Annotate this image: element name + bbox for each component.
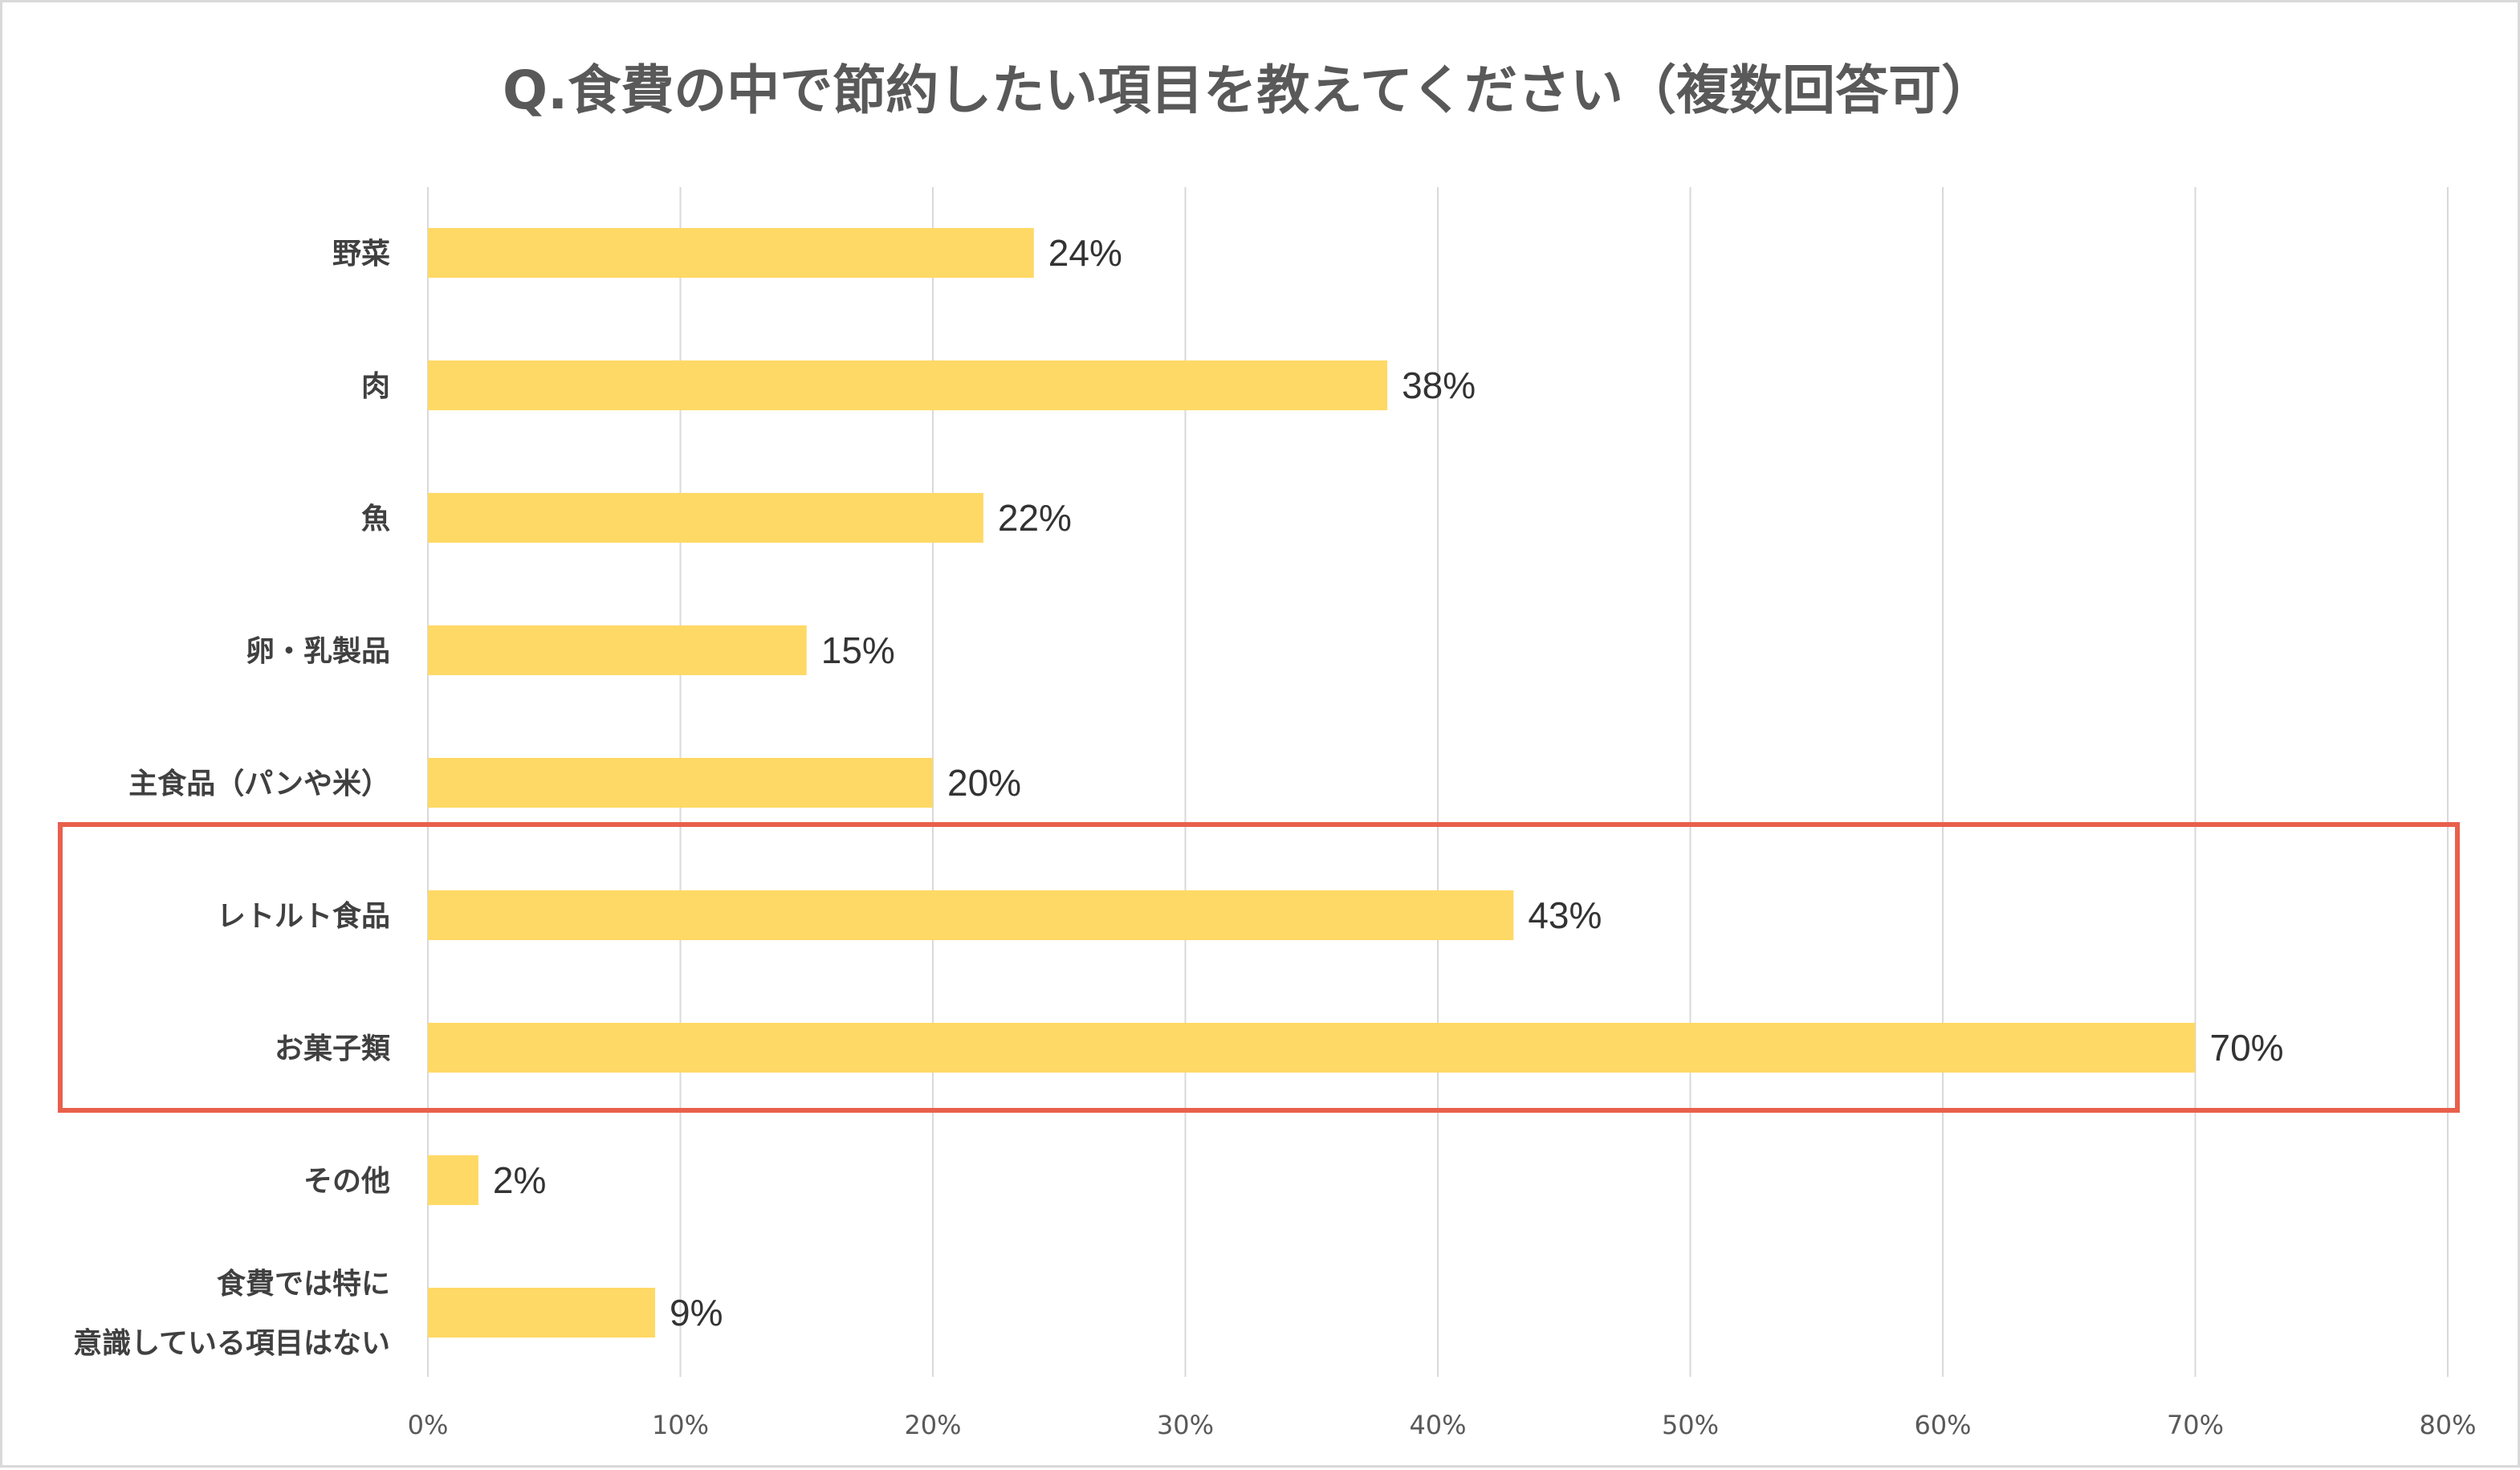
chart-title: Q.食費の中で節約したい項目を教えてください（複数回答可） [503, 59, 1994, 121]
x-tick-label: 0% [408, 1410, 449, 1440]
x-tick-label: 80% [2419, 1410, 2476, 1440]
category-label: お菓子類 [275, 1032, 391, 1065]
category-label: 主食品（パンや米） [128, 768, 390, 800]
bars [428, 228, 2196, 1338]
bar [428, 890, 1514, 940]
x-axis-tick-labels: 0% 10% 20% 30% 40% 50% 60% 70% 80% [408, 1410, 2477, 1440]
bar [428, 625, 807, 675]
bar [428, 1155, 478, 1205]
highlight-box [58, 822, 2460, 1113]
data-label: 15% [821, 629, 895, 671]
bar [428, 758, 933, 808]
data-label: 24% [1048, 232, 1122, 274]
category-label: レトルト食品 [217, 900, 390, 933]
x-tick-label: 10% [652, 1410, 709, 1440]
category-label: 卵・乳製品 [246, 635, 390, 668]
data-label: 20% [947, 762, 1021, 804]
x-tick-label: 40% [1409, 1410, 1466, 1440]
category-label: 意識している項目はない [73, 1327, 390, 1360]
x-tick-label: 30% [1157, 1410, 1214, 1440]
bar [428, 493, 983, 543]
category-label: 野菜 [332, 238, 390, 271]
data-label: 70% [2210, 1027, 2284, 1069]
category-label: 食費では特に [217, 1268, 390, 1301]
x-tick-label: 70% [2167, 1410, 2224, 1440]
bar [428, 228, 1034, 278]
data-label: 2% [493, 1159, 546, 1201]
highlight-annotation [58, 822, 2460, 1113]
data-label: 43% [1528, 894, 1602, 936]
bar [428, 1023, 2196, 1073]
x-tick-label: 20% [904, 1410, 961, 1440]
data-label: 38% [1402, 364, 1476, 406]
data-labels: 24% 38% 22% 15% 20% 43% 70% 2% 9% [493, 232, 2284, 1334]
data-label: 22% [998, 497, 1072, 539]
category-label: 肉 [361, 370, 390, 403]
x-tick-label: 60% [1914, 1410, 1971, 1440]
bar [428, 1288, 656, 1338]
category-label: 魚 [361, 503, 390, 535]
bar [428, 360, 1388, 410]
data-label: 9% [670, 1292, 723, 1334]
x-tick-label: 50% [1662, 1410, 1719, 1440]
category-label: その他 [303, 1165, 390, 1198]
